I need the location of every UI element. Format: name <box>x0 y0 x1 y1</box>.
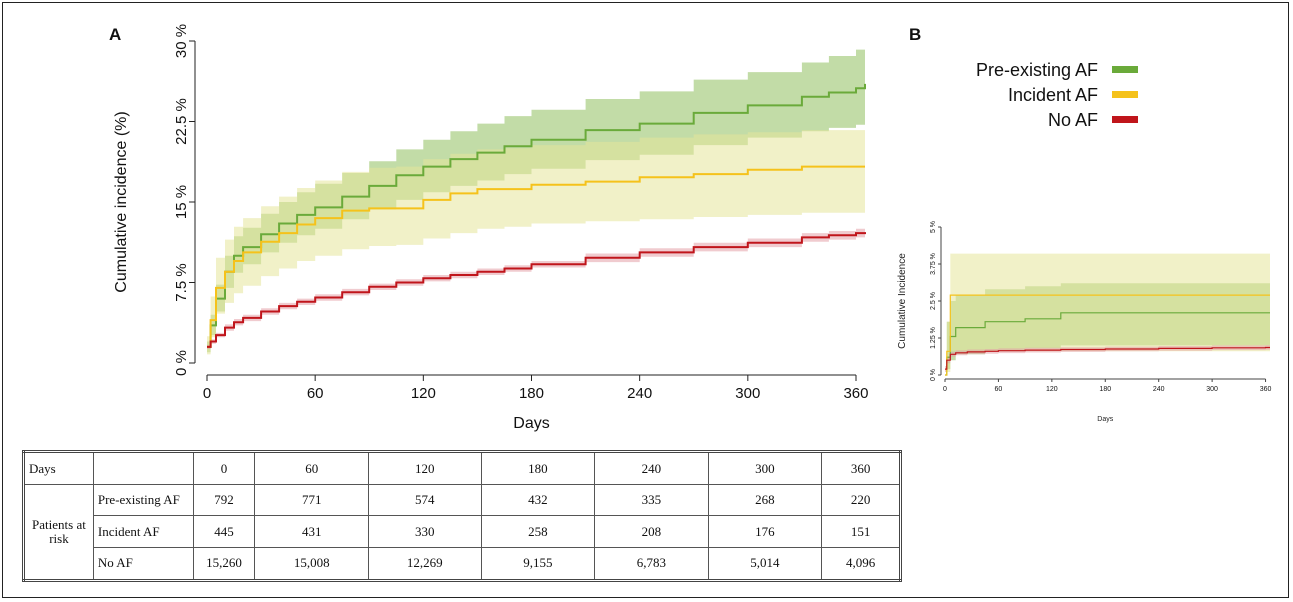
legend-swatch <box>1112 116 1138 123</box>
b-y-tick-label: 1.25 % <box>930 327 937 349</box>
table-cell: 432 <box>480 484 596 517</box>
table-cell: 12,269 <box>368 546 482 582</box>
panel-a-confidence-bands <box>207 46 865 355</box>
table-row: Incident AF 445 431 330 258 208 176 151 <box>24 515 901 548</box>
a-band-pre-existing-af <box>207 46 865 353</box>
figure-charts: A B 0 60 120 180 240 300 360 0 % 7.5 % 15 % 22.5 %… <box>109 24 1271 432</box>
table-cell: 120 <box>368 450 482 486</box>
table-cell: 792 <box>192 484 256 517</box>
table-cell: 6,783 <box>594 546 709 582</box>
panel-a-curves <box>207 83 866 348</box>
a-curve-incident-af <box>207 165 865 348</box>
panel-label-a: A <box>109 25 121 44</box>
legend-label: Pre-existing AF <box>976 60 1098 80</box>
b-x-tick-label: 0 <box>943 386 947 393</box>
table-cell: 300 <box>707 450 823 486</box>
b-curve-no-af <box>945 346 1270 370</box>
b-x-tick-label: 360 <box>1260 386 1272 393</box>
b-x-tick-label: 240 <box>1153 386 1165 393</box>
table-cell: 0 <box>192 450 256 486</box>
a-y-tick-label: 22.5 % <box>173 98 190 145</box>
table-cell: 15,260 <box>192 546 256 582</box>
a-x-tick-label: 360 <box>843 385 868 402</box>
panel-b-plot: 0 60 120 180 240 300 360 0 % 1.25 % 2.5 % 3.75 % 5 … <box>897 221 1271 423</box>
legend-swatch <box>1112 66 1138 73</box>
table-cell: 60 <box>254 450 370 486</box>
a-y-tick-label: 30 % <box>173 24 190 58</box>
table-cell: 335 <box>594 484 709 517</box>
b-y-tick-label: 5 % <box>930 221 937 233</box>
b-x-tick-label: 120 <box>1046 386 1058 393</box>
table-cell: 431 <box>254 515 370 548</box>
table-cell: 151 <box>821 515 901 548</box>
panel-a-plot: 0 60 120 180 240 300 360 0 % 7.5 % 15 % 22.5 % 30 %… <box>113 24 869 432</box>
b-y-tick-label: 2.5 % <box>930 292 937 310</box>
table-cell: 330 <box>368 515 482 548</box>
a-x-tick-label: 180 <box>519 385 544 402</box>
table-cell: 5,014 <box>707 546 823 582</box>
b-curve-incident-af <box>945 294 1270 376</box>
panel-b-x-axis-title: Days <box>1097 416 1113 423</box>
panel-b-curves <box>945 294 1270 376</box>
legend-swatch <box>1112 91 1138 98</box>
a-x-tick-label: 240 <box>627 385 652 402</box>
panel-b-y-axis-title: Cumulative Incidence <box>897 253 908 349</box>
a-x-tick-label: 300 <box>735 385 760 402</box>
a-y-tick-label: 7.5 % <box>173 263 190 301</box>
table-cell: 268 <box>707 484 823 517</box>
b-band-no-af <box>945 345 1270 372</box>
panel-b-confidence-bands <box>945 253 1270 375</box>
table-cell: 771 <box>254 484 370 517</box>
b-x-tick-label: 300 <box>1206 386 1218 393</box>
legend-label: Incident AF <box>1008 85 1098 105</box>
legend-label: No AF <box>1048 110 1098 130</box>
table-row: No AF 15,260 15,008 12,269 9,155 6,783 5… <box>24 546 901 582</box>
days-header: Days <box>23 450 94 486</box>
table-cell: 9,155 <box>480 546 596 582</box>
a-curve-pre-existing-af <box>207 83 866 348</box>
a-y-tick-label: 15 % <box>173 185 190 219</box>
table-cell <box>92 450 194 486</box>
patients-at-risk-table: Days 0 60 120 180 240 300 360 Patients a… <box>22 450 902 582</box>
b-x-tick-label: 180 <box>1099 386 1111 393</box>
table-cell: 360 <box>821 450 901 486</box>
row-label: Pre-existing AF <box>92 484 194 517</box>
table-cell: 4,096 <box>821 546 901 582</box>
table-cell: 445 <box>192 515 256 548</box>
panel-a-y-axis-title: Cumulative incidence (%) <box>113 111 130 292</box>
table-cell: 176 <box>707 515 823 548</box>
b-y-tick-label: 3.75 % <box>930 253 937 275</box>
table-row: Days 0 60 120 180 240 300 360 <box>23 450 901 486</box>
a-y-tick-label: 0 % <box>173 350 190 376</box>
a-x-tick-label: 60 <box>307 385 324 402</box>
b-y-tick-label: 0 % <box>930 369 937 381</box>
b-band-incident-af <box>945 253 1270 375</box>
table-cell: 258 <box>480 515 596 548</box>
table-cell: 240 <box>594 450 709 486</box>
table-cell: 15,008 <box>254 546 370 582</box>
legend: Pre-existing AF Incident AF No AF <box>976 60 1138 130</box>
table-row: Patients at risk Pre-existing AF 792 771… <box>23 484 901 581</box>
patients-at-risk-label: Patients at risk <box>23 484 94 581</box>
a-band-no-af <box>207 227 865 349</box>
table-cell: 574 <box>368 484 482 517</box>
panel-a-x-axis-title: Days <box>513 415 549 432</box>
table-cell: 208 <box>594 515 709 548</box>
panel-b-axes: 0 60 120 180 240 300 360 0 % 1.25 % 2.5 % 3.75 % 5 … <box>930 221 1271 393</box>
b-x-tick-label: 60 <box>995 386 1003 393</box>
a-x-tick-label: 0 <box>203 385 211 402</box>
panel-label-b: B <box>909 25 921 44</box>
row-label: No AF <box>92 546 194 582</box>
table-cell: 180 <box>480 450 596 486</box>
table-cell: 220 <box>821 484 901 517</box>
panel-a-axes: 0 60 120 180 240 300 360 0 % 7.5 % 15 % 22.5 % 30 % <box>173 24 869 402</box>
a-curve-no-af <box>207 232 866 348</box>
row-label: Incident AF <box>92 515 194 548</box>
a-x-tick-label: 120 <box>411 385 436 402</box>
